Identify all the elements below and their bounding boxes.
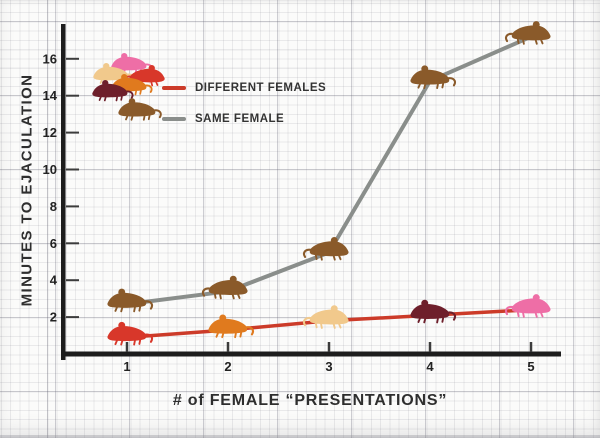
y-axis-line	[61, 24, 66, 360]
x-tick-label: 1	[123, 359, 130, 374]
x-axis-label: # of FEMALE “PRESENTATIONS”	[172, 392, 448, 409]
y-tick-label: 2	[50, 310, 57, 325]
y-tick-label: 4	[50, 273, 58, 288]
same-female-rat-icon-x5	[504, 20, 552, 45]
x-axis-line	[61, 351, 561, 357]
legend-item-same-female: SAME FEMALE	[162, 113, 284, 125]
legend-rat-icon-brown	[117, 97, 162, 121]
legend-line-swatch-same-female	[162, 117, 186, 121]
photo-edge-shadow	[0, 435, 600, 438]
y-tick-label: 8	[50, 199, 57, 214]
legend-line-swatch-different-females	[162, 86, 186, 90]
legend-item-different-females: DIFFERENT FEMALES	[162, 82, 326, 94]
legend-label-same-female: SAME FEMALE	[195, 113, 285, 125]
different-females-rat-icon-x1	[106, 320, 154, 346]
same-female-rat-icon-x3	[302, 235, 350, 261]
y-axis-label: MINUTES TO EJACULATION	[18, 73, 36, 307]
different-females-rat-icon-x5	[504, 293, 552, 318]
legend-rat-icons	[91, 51, 166, 121]
y-tick-label: 14	[43, 88, 58, 103]
x-tick-label: 2	[224, 359, 231, 374]
y-tick-label: 12	[43, 125, 57, 140]
x-tick-label: 5	[527, 359, 534, 374]
different-females-rat-icon-x4	[409, 298, 457, 324]
series-line-same-female	[125, 34, 533, 307]
x-tick-label: 4	[426, 359, 434, 374]
series-layer	[106, 20, 552, 346]
same-female-rat-icon-x4	[409, 64, 457, 90]
different-females-rat-icon-x3	[302, 304, 350, 329]
legend-label-different-females: DIFFERENT FEMALES	[195, 82, 327, 94]
y-tick-label: 10	[43, 162, 57, 177]
different-females-rat-icon-x2	[207, 313, 255, 339]
x-tick-label: 3	[325, 359, 332, 374]
y-tick-label: 16	[43, 51, 57, 66]
y-tick-label: 6	[50, 236, 57, 251]
